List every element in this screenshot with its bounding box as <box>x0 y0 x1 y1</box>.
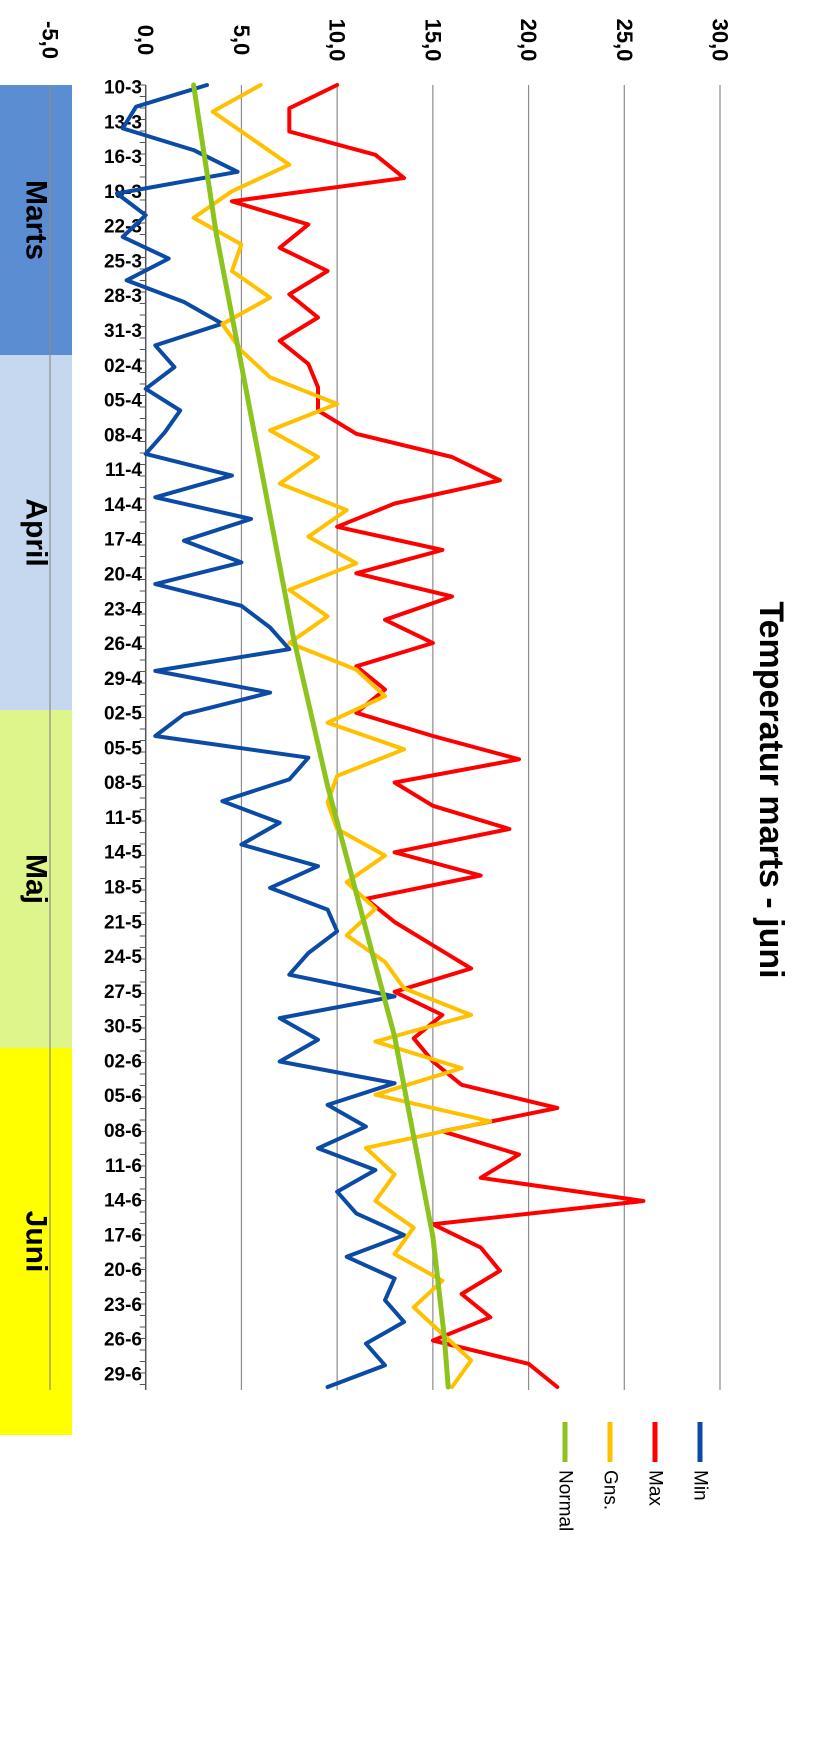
category-tick-label: 02-4 <box>104 356 142 377</box>
category-tick-label: 31-3 <box>104 321 142 342</box>
month-band-marts <box>0 85 72 355</box>
series-lines <box>115 82 646 1390</box>
category-tick-label: 25-3 <box>104 251 142 272</box>
category-tick-label: 05-6 <box>104 1086 142 1107</box>
category-tick-label: 14-5 <box>104 843 142 864</box>
category-tick-label: 16-3 <box>104 147 142 168</box>
gridlines <box>49 85 721 1390</box>
value-tick-label: 30,0 <box>708 19 733 62</box>
month-band-label: Juni <box>20 1211 53 1273</box>
legend: Min Max Gns. Normal <box>555 1422 711 1531</box>
category-tick-label: 11-5 <box>105 808 142 829</box>
category-tick-label: 17-6 <box>104 1225 142 1246</box>
category-tick-label: 17-4 <box>104 530 142 551</box>
category-tick-label: 20-6 <box>104 1260 142 1281</box>
category-tick-label: 08-5 <box>104 773 142 794</box>
value-tick-label: 10,0 <box>325 19 350 62</box>
month-bands: Marts April Maj Juni <box>0 85 72 1435</box>
legend-label: Gns. <box>600 1470 621 1510</box>
category-tick-label: 18-5 <box>104 878 142 899</box>
month-band-label: Marts <box>20 180 53 260</box>
month-band-label: Maj <box>20 854 53 904</box>
category-axis <box>139 84 147 1390</box>
value-tick-labels: -5,0 0,0 5,0 10,0 15,0 20,0 25,0 30,0 <box>38 19 733 62</box>
category-tick-label: 27-5 <box>104 982 142 1003</box>
value-tick-label: -5,0 <box>38 21 63 59</box>
category-tick-label: 08-4 <box>104 425 142 446</box>
series-line-max <box>229 83 646 1389</box>
category-tick-label: 05-4 <box>104 391 142 412</box>
category-tick-label: 13-3 <box>104 112 142 133</box>
legend-label: Min <box>690 1470 711 1501</box>
month-band-april <box>0 355 72 710</box>
legend-label: Max <box>645 1470 666 1506</box>
value-tick-label: 20,0 <box>516 19 541 62</box>
category-tick-label: 21-5 <box>104 912 142 933</box>
legend-label: Normal <box>555 1470 576 1531</box>
series-line-gns <box>191 83 493 1389</box>
month-band-maj <box>0 710 72 1048</box>
value-tick-label: 15,0 <box>420 19 445 62</box>
value-tick-label: 5,0 <box>229 25 254 56</box>
category-tick-label: 29-4 <box>104 669 142 690</box>
category-tick-label: 23-6 <box>104 1295 142 1316</box>
category-tick-label: 11-4 <box>105 460 142 481</box>
category-tick-label: 11-6 <box>105 1156 142 1177</box>
category-tick-label: 28-3 <box>104 286 142 307</box>
month-band-label: April <box>20 498 53 566</box>
category-tick-label: 20-4 <box>104 564 142 585</box>
category-tick-label: 14-4 <box>104 495 142 516</box>
category-tick-label: 02-5 <box>104 704 142 725</box>
value-tick-label: 25,0 <box>612 19 637 62</box>
category-tick-label: 30-5 <box>104 1017 142 1038</box>
category-tick-label: 26-6 <box>104 1330 142 1351</box>
chart-title: Temperatur marts - juni <box>752 601 790 978</box>
category-tick-label: 22-3 <box>104 217 142 238</box>
series-line-min <box>115 83 407 1389</box>
value-tick-label: 0,0 <box>133 25 158 56</box>
category-tick-label: 29-6 <box>104 1365 142 1386</box>
category-tick-label: 26-4 <box>104 634 142 655</box>
series-line-normal <box>191 82 451 1390</box>
category-tick-label: 14-6 <box>104 1191 142 1212</box>
category-tick-label: 10-3 <box>104 78 142 99</box>
category-tick-label: 02-6 <box>104 1051 142 1072</box>
category-tick-label: 05-5 <box>104 738 142 759</box>
month-band-juni <box>0 1048 72 1435</box>
category-tick-label: 24-5 <box>104 947 142 968</box>
category-tick-label: 08-6 <box>104 1121 142 1142</box>
category-tick-label: 23-4 <box>104 599 142 620</box>
